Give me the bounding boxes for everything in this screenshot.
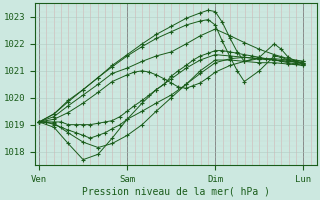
X-axis label: Pression niveau de la mer( hPa ): Pression niveau de la mer( hPa ) <box>82 187 270 197</box>
